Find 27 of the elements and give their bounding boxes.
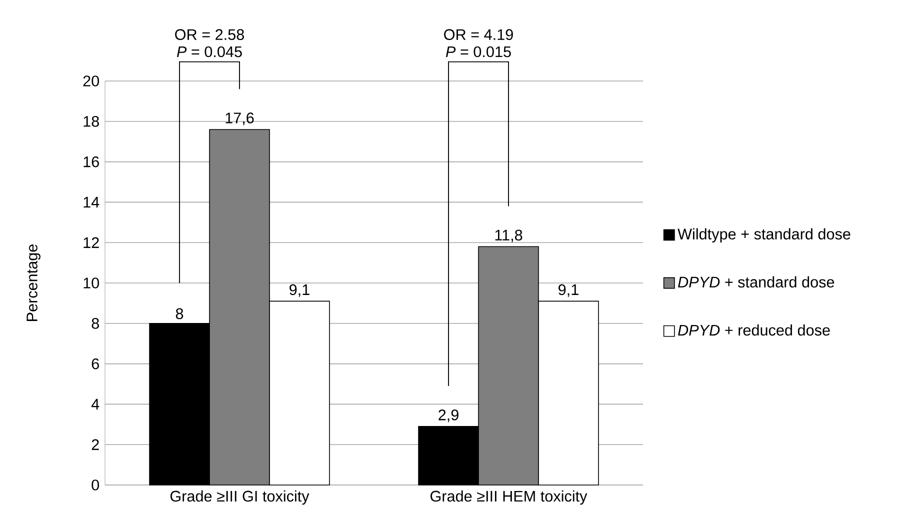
legend-label: DPYD + standard dose [678, 276, 834, 288]
data-label: 11,8 [495, 230, 522, 242]
text: P = 0.045 [176, 46, 242, 58]
text: P = 0.015 [446, 46, 511, 58]
text: OR = 2.58 [175, 29, 244, 40]
data-label: 9,1 [558, 284, 578, 297]
legend-label: Wildtype + standard dose [678, 228, 850, 243]
x-tick-label: Grade ≥III GI toxicity [170, 490, 310, 505]
y-tick-label: 2 [92, 439, 99, 450]
y-tick-label: 20 [83, 76, 100, 86]
x-tick-label: Grade ≥III HEM toxicity [430, 490, 588, 505]
data-label: 8 [176, 308, 184, 320]
y-tick-label: 16 [84, 156, 99, 168]
legend-label: DPYD + reduced dose [678, 324, 830, 336]
y-tick-label: 0 [92, 480, 100, 490]
y-axis-title: Percentage [26, 244, 40, 321]
y-tick-label: 18 [84, 116, 99, 127]
y-tick-label: 12 [84, 237, 99, 248]
data-label: 2,9 [438, 409, 458, 422]
y-tick-label: 10 [84, 278, 100, 288]
y-tick-label: 8 [92, 318, 99, 329]
y-tick-label: 6 [92, 358, 99, 370]
y-tick-label: 14 [84, 196, 100, 208]
y-tick-label: 4 [91, 398, 100, 410]
text: OR = 4.19 [444, 29, 513, 40]
data-label: 9,1 [290, 284, 310, 297]
data-label: 17,6 [226, 112, 254, 126]
